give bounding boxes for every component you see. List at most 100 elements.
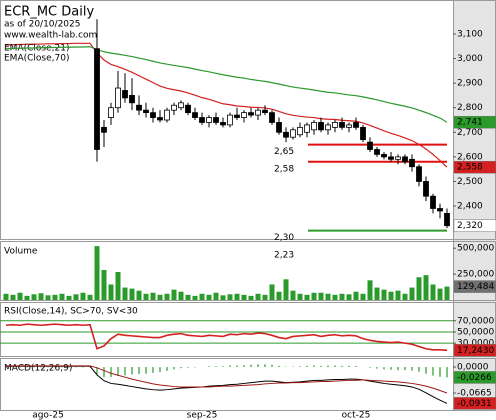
volume-bar [108, 284, 114, 300]
level-label: 2,23 [274, 250, 294, 260]
volume-bar [24, 295, 30, 300]
volume-bar [360, 293, 366, 300]
candle-body [430, 195, 436, 209]
candle-body [360, 126, 366, 141]
volume-bar [185, 294, 191, 300]
candle-body [262, 109, 268, 114]
volume-bar [423, 275, 429, 300]
candle-body [437, 208, 443, 212]
volume-bar [430, 284, 436, 300]
candle-body [220, 122, 226, 126]
level-label: 2,58 [274, 164, 294, 174]
volume-bar [136, 290, 142, 300]
volume-bar [276, 291, 282, 300]
value-box-label: 2,741 [457, 118, 483, 128]
volume-bar [10, 294, 16, 300]
volume-bar [143, 293, 149, 300]
candle-body [395, 156, 401, 160]
y-tick-label: 2,800 [457, 103, 483, 113]
y-tick-label: 2,400 [457, 202, 483, 212]
value-box-label: -0,0931 [457, 399, 492, 409]
volume-bar [444, 286, 450, 300]
candle-body [276, 122, 282, 133]
candle-body [227, 114, 233, 126]
value-box-label: 129,484 [457, 282, 494, 292]
volume-bar [129, 288, 135, 300]
candle-body [290, 129, 296, 138]
volume-bar [304, 294, 310, 300]
volume-bar [325, 293, 331, 300]
candle-body [325, 124, 331, 131]
volume-bar [206, 294, 212, 300]
volume-bar [416, 277, 422, 300]
candle-body [339, 122, 345, 128]
volume-bar [171, 289, 177, 300]
volume-bar [339, 293, 345, 300]
volume-bar [395, 290, 401, 300]
candle-body [332, 122, 338, 128]
volume-bar [220, 295, 226, 300]
candle-body [255, 109, 261, 116]
x-tick-label: sep-25 [187, 411, 218, 420]
volume-bar [255, 293, 261, 300]
candle-body [241, 112, 247, 118]
candle-body [402, 156, 408, 163]
value-box [453, 344, 496, 357]
y-tick-label: 3,000 [457, 54, 483, 64]
value-box-label: 2,320 [457, 221, 483, 231]
y-tick-label: 70,0000 [457, 316, 494, 326]
volume-bar [45, 295, 51, 300]
candle-body [157, 117, 163, 121]
volume-bar [192, 295, 198, 300]
y-tick-label: 2,900 [457, 79, 483, 89]
panel-title: Volume [4, 247, 38, 257]
volume-bar [150, 292, 156, 300]
candle-body [213, 117, 219, 123]
y-tick-label: 2,700 [457, 128, 483, 138]
candle-body [353, 122, 359, 128]
volume-bar [332, 294, 338, 300]
value-box-label: -0,0266 [457, 373, 492, 383]
candle-body [108, 107, 114, 118]
volume-bar [248, 295, 254, 300]
candle-body [136, 104, 142, 111]
legend-label: EMA(Close,70) [4, 54, 69, 64]
volume-bar [234, 293, 240, 300]
volume-bar [241, 294, 247, 300]
y-tick-label: 500,000 [457, 244, 494, 254]
volume-bar [353, 291, 359, 300]
volume-bar [213, 292, 219, 300]
value-box [453, 371, 496, 384]
value-box [453, 115, 496, 129]
volume-bar [94, 246, 100, 300]
candle-body [444, 213, 450, 227]
volume-bar [178, 291, 184, 300]
candle-body [311, 122, 317, 131]
volume-bar [283, 279, 289, 300]
volume-bar [388, 291, 394, 300]
value-box [453, 219, 496, 232]
candle-body [178, 102, 184, 109]
panel-title: MACD(12,26,9) [4, 364, 72, 374]
volume-bar [31, 294, 37, 300]
candle-body [297, 126, 303, 136]
volume-bar [409, 287, 415, 300]
volume-bar [199, 293, 205, 300]
y-tick-label: 50,0000 [457, 327, 494, 337]
volume-bar [227, 294, 233, 300]
volume-bar [122, 287, 128, 300]
volume-bar [269, 284, 275, 300]
candle-body [269, 112, 275, 123]
candle-body [234, 114, 240, 118]
volume-bar [262, 294, 268, 300]
candle-body [248, 112, 254, 116]
line [5, 323, 448, 352]
candle-body [185, 104, 191, 114]
volume-bar [38, 293, 44, 300]
volume-bar [101, 269, 107, 300]
candle-body [171, 104, 177, 111]
candle-body [150, 112, 156, 118]
volume-bar [73, 294, 79, 300]
line [5, 42, 448, 168]
